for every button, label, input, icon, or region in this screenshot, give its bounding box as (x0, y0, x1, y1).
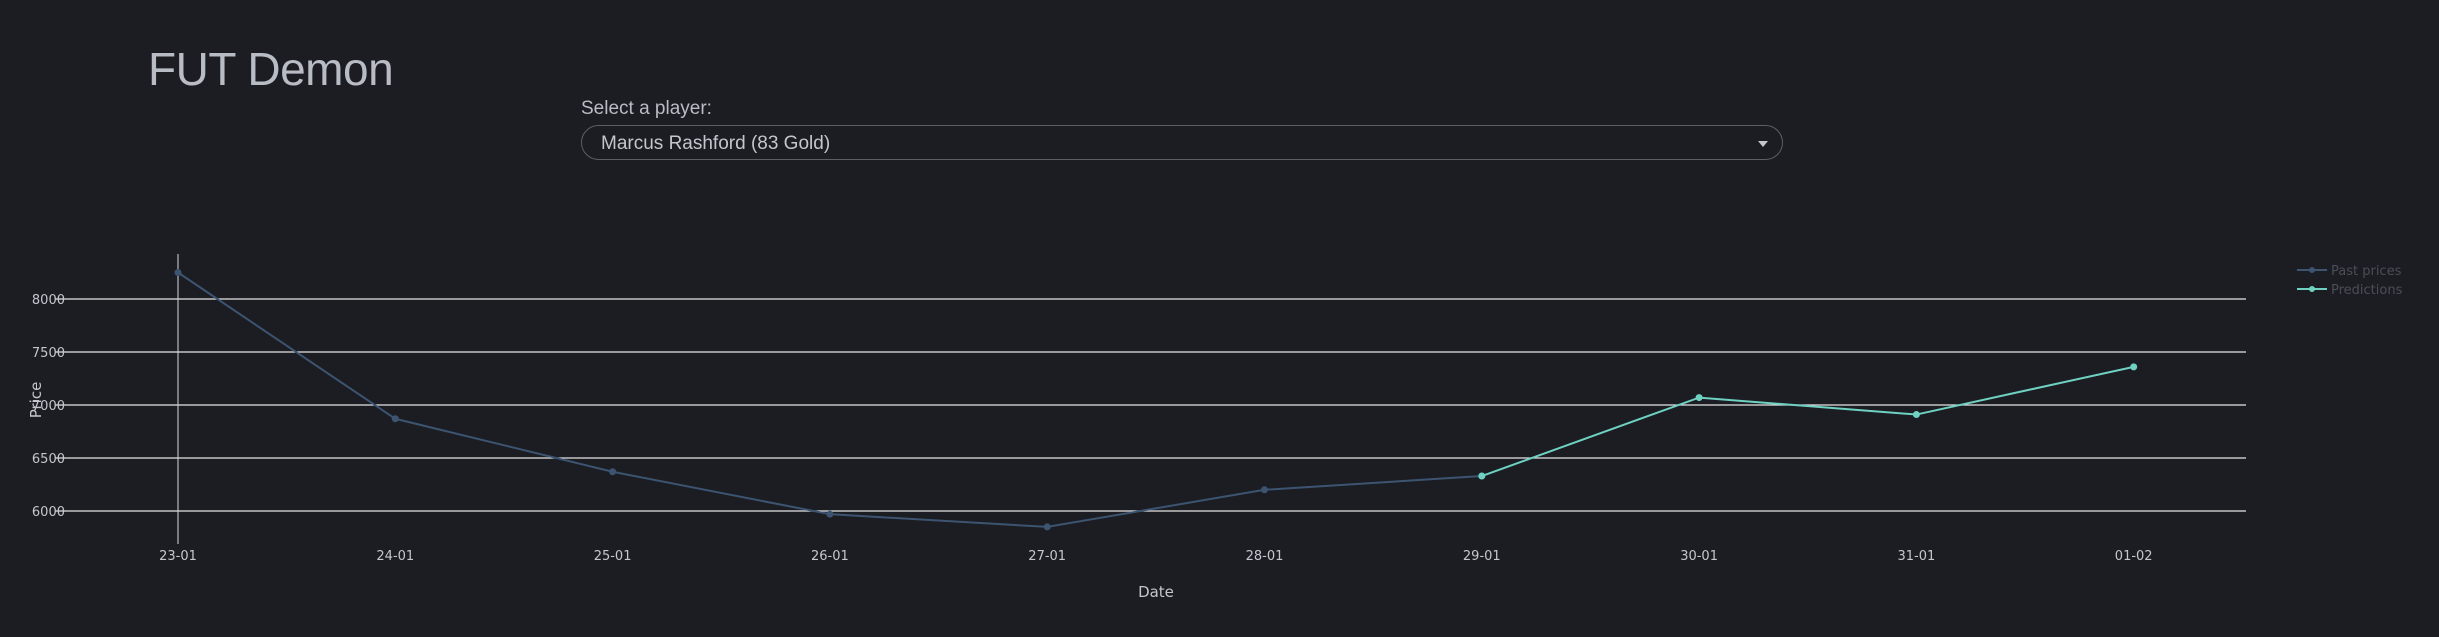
data-point[interactable] (2130, 363, 2138, 371)
data-point[interactable] (1478, 472, 1486, 480)
y-tick-label: 6000 (32, 505, 65, 520)
x-tick-label: 28-01 (1246, 549, 1284, 564)
series-line-0 (177, 271, 1482, 528)
x-tick-label: 24-01 (376, 549, 414, 564)
chart-legend: Past prices Predictions (2297, 264, 2403, 298)
chart-series (174, 269, 2138, 531)
y-tick-label: 6500 (32, 452, 65, 467)
player-select-label: Select a player: (581, 98, 712, 119)
legend-item-label[interactable]: Past prices (2331, 264, 2402, 279)
chart-y-ticks: 6000 6500 7000 7500 8000 (32, 293, 65, 520)
x-tick-label: 31-01 (1898, 549, 1936, 564)
series-1 (1478, 363, 2138, 480)
legend-swatch-marker (2309, 286, 2315, 292)
data-point[interactable] (1043, 523, 1051, 531)
data-point[interactable] (609, 468, 617, 476)
player-dropdown[interactable]: Marcus Rashford (83 Gold) (581, 125, 1783, 160)
page-title: FUT Demon (148, 43, 394, 95)
data-point[interactable] (1261, 486, 1268, 494)
x-tick-label: 29-01 (1463, 549, 1501, 564)
chart-x-ticks: 23-01 24-01 25-01 26-01 27-01 28-01 29-01 30-01… (159, 549, 2152, 564)
player-dropdown-value: Marcus Rashford (83 Gold) (601, 133, 831, 154)
x-tick-label: 25-01 (594, 549, 632, 564)
x-tick-label: 27-01 (1028, 549, 1066, 564)
chart-y-axis-title: Price (27, 382, 45, 419)
x-tick-label: 30-01 (1680, 549, 1718, 564)
series-line-1 (1481, 365, 2134, 477)
legend-item-label[interactable]: Predictions (2331, 283, 2403, 298)
data-point[interactable] (826, 510, 834, 518)
y-tick-label: 7000 (32, 399, 65, 414)
data-point[interactable] (174, 269, 182, 276)
legend-swatch-marker (2309, 267, 2315, 273)
x-tick-label: 01-02 (2115, 549, 2153, 564)
y-tick-label: 7500 (32, 346, 65, 361)
series-0 (174, 269, 1486, 531)
x-tick-label: 26-01 (811, 549, 849, 564)
chart-x-axis-title: Date (1138, 583, 1174, 601)
x-tick-label: 23-01 (159, 549, 197, 564)
data-point[interactable] (1695, 394, 1703, 402)
data-point[interactable] (1912, 411, 1920, 419)
chart-gridlines (55, 298, 2246, 512)
chevron-down-icon[interactable] (1758, 141, 1768, 147)
data-point[interactable] (391, 415, 399, 423)
y-tick-label: 8000 (32, 293, 65, 308)
